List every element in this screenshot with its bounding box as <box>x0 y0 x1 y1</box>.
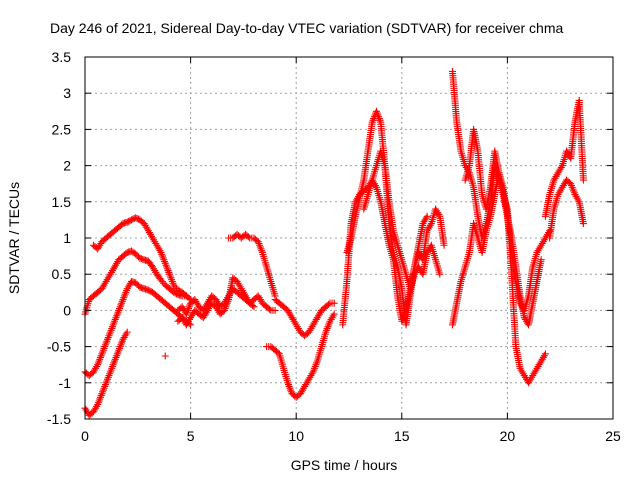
data-point <box>330 310 338 318</box>
series-arc-f <box>174 274 258 329</box>
x-tick-label: 10 <box>288 428 304 444</box>
series-arc-h <box>263 310 338 401</box>
x-tick-label: 25 <box>605 428 621 444</box>
x-tick-label: 5 <box>187 428 195 444</box>
series-arc-p <box>541 96 587 220</box>
data-point <box>579 176 587 184</box>
data-point <box>249 302 257 310</box>
data-point <box>423 212 431 220</box>
y-tick-label: -1.5 <box>47 411 71 427</box>
chart-title: Day 246 of 2021, Sidereal Day-to-day VTE… <box>50 20 563 36</box>
data-point <box>185 294 193 302</box>
data-point <box>440 241 448 249</box>
series-arc-o <box>461 125 545 329</box>
y-tick-label: -1 <box>59 375 72 391</box>
data-point <box>537 256 545 264</box>
y-tick-label: 0.5 <box>52 266 72 282</box>
y-tick-label: 1 <box>63 230 71 246</box>
x-axis-label: GPS time / hours <box>291 457 398 473</box>
y-tick-label: 2 <box>63 158 71 174</box>
data-point <box>436 270 444 278</box>
data-point <box>325 300 333 308</box>
series-arc-l <box>360 147 431 293</box>
series-arc-q <box>546 176 587 242</box>
y-axis-label: SDTVAR / TECUs <box>6 182 22 294</box>
y-tick-label: 0 <box>63 302 71 318</box>
data-point <box>265 305 273 313</box>
data-point <box>579 220 587 228</box>
x-tick-label: 20 <box>500 428 516 444</box>
x-tick-label: 0 <box>81 428 89 444</box>
y-tick-label: 3.5 <box>52 49 72 65</box>
data-point <box>244 233 252 241</box>
series-arc-g <box>225 230 279 300</box>
y-tick-label: -0.5 <box>47 339 71 355</box>
y-tick-label: 2.5 <box>52 121 72 137</box>
series-arc-i <box>271 296 338 340</box>
data-point <box>330 299 338 307</box>
x-tick-label: 15 <box>394 428 410 444</box>
data-point <box>271 306 279 314</box>
data-point <box>250 303 258 311</box>
series-arc-b <box>89 214 195 304</box>
y-tick-label: 3 <box>63 85 71 101</box>
series-isolated <box>161 352 169 360</box>
data-point <box>161 352 169 360</box>
axis-ticks: 0 5 10 15 20 25 -1.5 -1 -0.5 0 0.5 1 1.5 2 2.5 3 3.5 <box>47 49 621 444</box>
data-point <box>541 350 549 358</box>
data-point <box>123 328 131 336</box>
y-tick-label: 1.5 <box>52 194 72 210</box>
series-arc-c <box>81 277 195 380</box>
data-points <box>81 67 587 419</box>
